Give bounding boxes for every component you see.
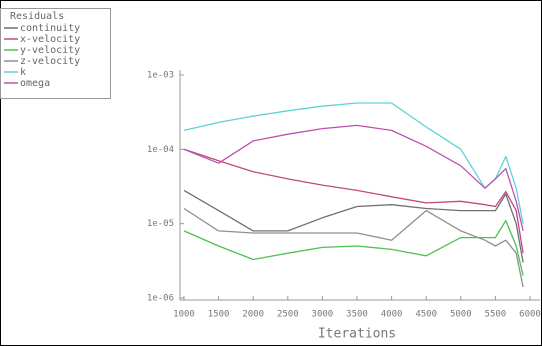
series-line	[183, 207, 524, 288]
legend-box	[0, 8, 111, 99]
series-line	[183, 102, 524, 224]
legend-label: y-velocity	[20, 45, 80, 56]
series-line	[183, 148, 524, 254]
x-tick-label: 4500	[415, 310, 437, 320]
x-tick-label: 5500	[485, 310, 507, 320]
x-tick-label: 2000	[242, 310, 264, 320]
series-line	[183, 189, 524, 263]
x-tick-label: 1000	[173, 310, 195, 320]
x-tick-label: 2500	[277, 310, 299, 320]
series-line	[183, 124, 524, 232]
x-axis-label: Iterations	[318, 327, 396, 342]
legend-title: Residuals	[10, 11, 64, 22]
legend-label: k	[20, 67, 26, 78]
legend-label: continuity	[20, 23, 80, 34]
y-tick-label: 1e-04	[147, 145, 174, 155]
x-tick-label: 1500	[208, 310, 230, 320]
y-tick-label: 1e-05	[147, 219, 174, 229]
legend-label: omega	[20, 78, 50, 89]
x-tick-label: 3500	[346, 310, 368, 320]
legend-label: z-velocity	[20, 56, 80, 67]
x-tick-label: 3000	[312, 310, 334, 320]
x-tick-label: 5000	[450, 310, 472, 320]
x-tick-label: 4000	[381, 310, 403, 320]
legend-label: x-velocity	[20, 34, 80, 45]
series-line	[183, 219, 524, 276]
x-tick-label: 6000	[519, 310, 541, 320]
y-tick-label: 1e-06	[147, 294, 174, 304]
y-tick-label: 1e-03	[147, 71, 174, 81]
